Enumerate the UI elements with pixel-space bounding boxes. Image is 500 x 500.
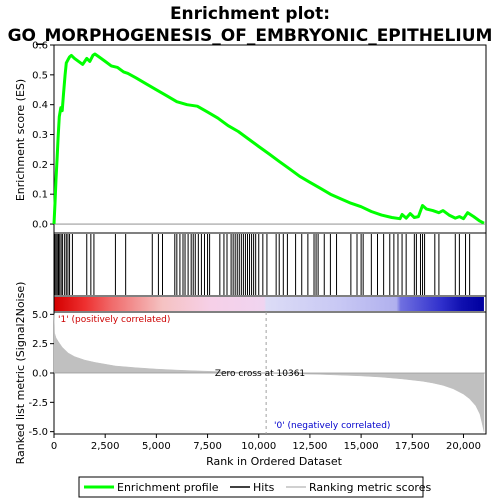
metric-y-tick-label: 0.0: [32, 369, 48, 380]
enrichment-profile-line: [52, 52, 485, 225]
negative-correlation-label: '0' (negatively correlated): [274, 421, 390, 431]
heatbar-fill: [54, 297, 484, 311]
es-y-tick-label: 0.1: [32, 190, 48, 201]
es-y-tick-label: 0.6: [32, 41, 48, 52]
x-tick-label: 2,500: [91, 441, 120, 452]
x-tick-label: 12,500: [292, 441, 327, 452]
metric-y-axis-label: Ranked list metric (Signal2Noise): [14, 282, 27, 465]
es-y-tick-label: 0.4: [32, 100, 48, 111]
hit-marks: [54, 234, 471, 295]
x-axis-label: Rank in Ordered Dataset: [206, 455, 343, 468]
es-y-tick-label: 0.0: [32, 220, 48, 231]
x-tick-label: 5,000: [142, 441, 171, 452]
es-y-axis-label: Enrichment score (ES): [14, 79, 27, 201]
legend-hits-label: Hits: [253, 481, 275, 494]
metric-y-tick-label: 2.5: [32, 339, 48, 350]
x-tick-label: 10,000: [241, 441, 276, 452]
metric-y-ticks: 5.0 2.5 0.0 -2.5 -5.0: [28, 310, 54, 438]
zero-cross-label: Zero cross at 10361: [215, 369, 305, 379]
legend-enrichment-label: Enrichment profile: [117, 481, 219, 494]
es-y-tick-label: 0.2: [32, 160, 48, 171]
metric-y-tick-label: -2.5: [28, 398, 48, 409]
x-tick-label: 15,000: [344, 441, 379, 452]
es-y-tick-label: 0.5: [32, 70, 48, 81]
legend-frame: [78, 476, 424, 498]
metric-area: [53, 312, 486, 434]
chart-title-line-2: GO_MORPHOGENESIS_OF_EMBRYONIC_EPITHELIUM: [8, 26, 493, 46]
chart-title-line-1: Enrichment plot:: [170, 4, 330, 24]
x-tick-label: 17,500: [395, 441, 430, 452]
positive-correlation-label: '1' (positively correlated): [58, 315, 170, 325]
x-tick-label: 20,000: [446, 441, 481, 452]
legend-metric-label: Ranking metric scores: [309, 481, 431, 494]
x-tick-label: 0: [51, 441, 57, 452]
heatbar: [54, 297, 484, 311]
legend: Enrichment profile Hits Ranking metric s…: [78, 476, 431, 498]
x-ticks: 0 2,500 5,000 7,500 10,000 12,500 15,000 17,500…: [51, 434, 481, 452]
metric-y-tick-label: 5.0: [32, 310, 48, 321]
es-y-ticks: 0.0 0.1 0.2 0.3 0.4 0.5 0.6: [32, 41, 54, 231]
hits-panel-frame: [53, 232, 487, 297]
x-tick-label: 7,500: [193, 441, 222, 452]
es-panel-frame: [53, 44, 487, 234]
es-curve: [52, 52, 485, 225]
es-y-tick-label: 0.3: [32, 130, 48, 141]
metric-y-tick-label: -5.0: [28, 427, 48, 438]
